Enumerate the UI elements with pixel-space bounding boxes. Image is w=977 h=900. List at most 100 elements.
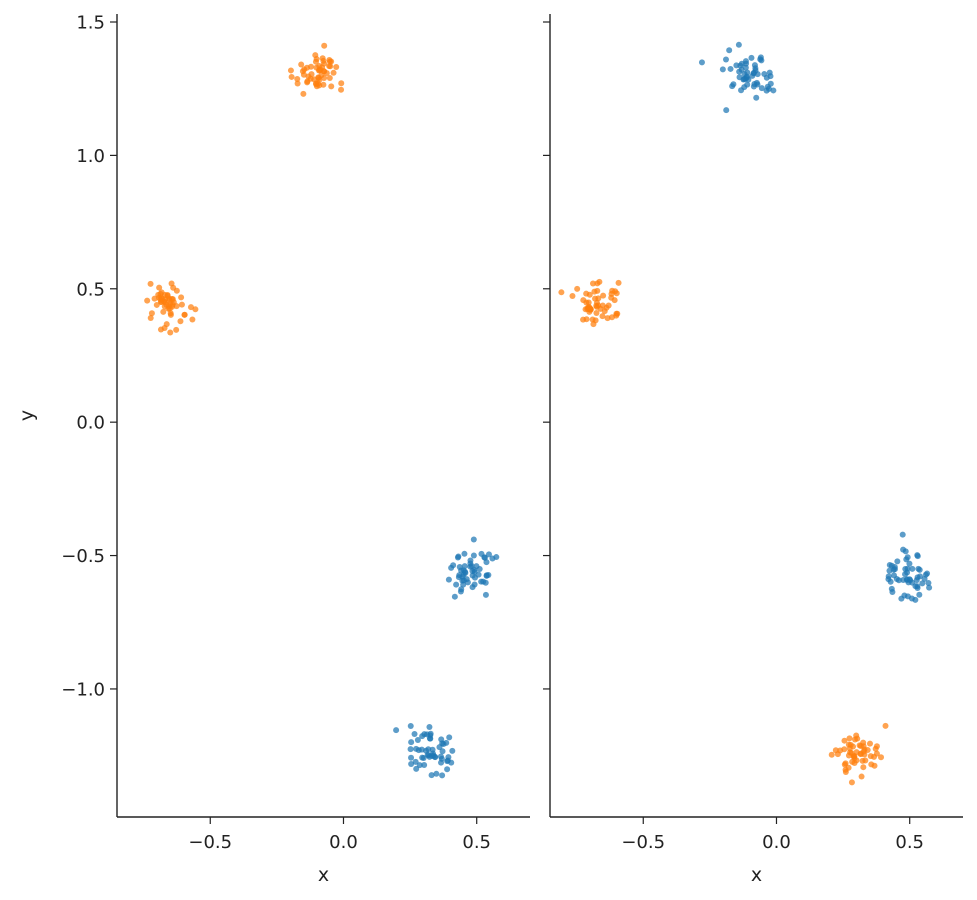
- x-tick-label: −0.5: [621, 832, 665, 853]
- scatter-points: [144, 42, 500, 779]
- scatter-point-blue: [459, 573, 466, 580]
- scatter-point-blue: [450, 562, 457, 569]
- scatter-point-orange: [850, 753, 857, 760]
- scatter-point-blue: [457, 588, 464, 595]
- scatter-point-orange: [153, 301, 160, 308]
- scatter-point-blue: [444, 766, 451, 773]
- scatter-point-blue: [439, 748, 446, 755]
- scatter-point-blue: [485, 551, 492, 558]
- y-tick-label: −1.0: [61, 679, 105, 700]
- scatter-point-blue: [906, 560, 913, 567]
- scatter-point-blue: [912, 583, 919, 590]
- scatter-point-orange: [157, 326, 164, 333]
- scatter-point-blue: [757, 54, 764, 61]
- scatter-point-blue: [393, 727, 400, 734]
- scatter-point-orange: [178, 294, 185, 301]
- scatter-point-blue: [750, 83, 757, 90]
- y-tick-label: 1.5: [76, 13, 105, 34]
- scatter-point-orange: [593, 309, 600, 316]
- scatter-point-blue: [758, 85, 765, 92]
- scatter-point-orange: [597, 305, 604, 312]
- scatter-point-blue: [425, 746, 432, 753]
- scatter-point-orange: [600, 292, 607, 299]
- scatter-point-orange: [841, 737, 848, 744]
- scatter-point-blue: [470, 552, 477, 559]
- scatter-point-orange: [834, 751, 841, 758]
- scatter-point-orange: [605, 302, 612, 309]
- scatter-point-orange: [168, 280, 175, 287]
- scatter-point-blue: [407, 746, 414, 753]
- scatter-point-orange: [609, 314, 615, 321]
- scatter-point-orange: [160, 308, 167, 315]
- scatter-point-orange: [609, 287, 616, 294]
- scatter-point-orange: [845, 752, 852, 759]
- scatter-point-blue: [408, 754, 415, 761]
- scatter-point-orange: [147, 315, 154, 322]
- scatter-point-blue: [411, 731, 418, 738]
- x-axis-label: x: [318, 864, 329, 886]
- scatter-point-orange: [147, 280, 154, 287]
- scatter-point-blue: [761, 71, 768, 78]
- scatter-point-orange: [187, 304, 194, 311]
- scatter-point-blue: [467, 560, 474, 567]
- scatter-point-orange: [167, 329, 174, 336]
- scatter-point-blue: [698, 59, 705, 66]
- y-axis-label: y: [16, 410, 38, 421]
- scatter-point-blue: [890, 572, 897, 579]
- scatter-points: [558, 41, 933, 786]
- scatter-point-orange: [592, 317, 599, 324]
- scatter-point-blue: [902, 548, 909, 555]
- scatter-point-blue: [735, 41, 742, 48]
- y-tick-label: 0.0: [76, 413, 105, 434]
- scatter-point-orange: [304, 79, 311, 86]
- scatter-point-orange: [294, 75, 301, 82]
- scatter-point-blue: [753, 94, 760, 101]
- scatter-point-orange: [189, 316, 196, 323]
- scatter-point-orange: [173, 303, 180, 310]
- scatter-point-orange: [338, 86, 345, 93]
- scatter-point-blue: [898, 595, 905, 602]
- scatter-point-blue: [438, 755, 445, 762]
- scatter-point-blue: [463, 576, 470, 583]
- scatter-point-blue: [729, 83, 736, 90]
- scatter-point-blue: [418, 746, 425, 753]
- scatter-point-blue: [925, 579, 932, 586]
- scatter-point-blue: [454, 554, 461, 561]
- scatter-point-blue: [424, 751, 431, 758]
- scatter-point-orange: [313, 56, 320, 63]
- scatter-point-blue: [894, 558, 901, 565]
- scatter-point-orange: [338, 80, 345, 87]
- scatter-point-blue: [913, 577, 920, 584]
- scatter-point-orange: [321, 42, 328, 49]
- scatter-point-blue: [738, 87, 745, 94]
- scatter-point-orange: [333, 63, 340, 70]
- scatter-point-orange: [828, 751, 835, 758]
- scatter-point-blue: [453, 581, 460, 588]
- scatter-point-orange: [871, 753, 878, 760]
- scatter-point-blue: [914, 552, 921, 559]
- x-tick-label: 0.0: [329, 832, 358, 853]
- scatter-point-blue: [433, 770, 440, 777]
- scatter-point-orange: [327, 63, 334, 70]
- scatter-point-orange: [569, 293, 576, 300]
- scatter-point-blue: [451, 593, 458, 600]
- scatter-point-orange: [580, 297, 587, 304]
- scatter-point-blue: [738, 60, 745, 67]
- scatter-point-orange: [878, 754, 885, 761]
- scatter-point-blue: [733, 62, 740, 69]
- scatter-point-blue: [885, 576, 892, 583]
- scatter-point-blue: [741, 76, 748, 83]
- scatter-point-orange: [599, 313, 606, 320]
- scatter-point-blue: [475, 571, 482, 578]
- scatter-point-orange: [842, 760, 849, 767]
- scatter-point-orange: [596, 278, 603, 285]
- scatter-point-blue: [723, 107, 730, 114]
- scatter-point-blue: [919, 580, 926, 587]
- scatter-point-orange: [330, 69, 337, 76]
- scatter-point-orange: [313, 83, 320, 90]
- scatter-point-blue: [426, 724, 433, 731]
- scatter-point-blue: [899, 531, 906, 538]
- scatter-point-blue: [766, 69, 773, 76]
- scatter-point-blue: [461, 550, 468, 557]
